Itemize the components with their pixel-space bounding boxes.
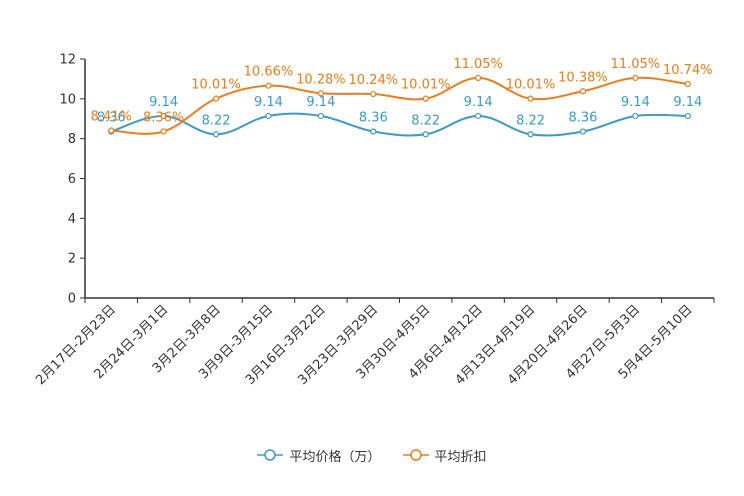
line-chart: 0246810122月17日-2月23日2月24日-3月1日3月2日-3月8日3… <box>33 53 715 388</box>
legend-discount-marker-icon <box>402 449 429 461</box>
discount-data-point[interactable] <box>265 82 272 89</box>
price-data-point[interactable] <box>632 112 639 120</box>
discount-data-point[interactable] <box>527 95 534 102</box>
y-tick-label: 2 <box>68 252 76 267</box>
price-data-label: 9.14 <box>673 95 702 110</box>
y-tick-label: 12 <box>59 53 76 68</box>
price-data-label: 9.14 <box>621 95 650 110</box>
discount-data-label: 10.28% <box>296 72 346 87</box>
price-data-point[interactable] <box>160 112 167 120</box>
y-tick-label: 0 <box>68 292 76 307</box>
price-data-point[interactable] <box>579 128 587 135</box>
y-tick-label: 8 <box>68 132 76 147</box>
price-data-point[interactable] <box>317 112 324 120</box>
discount-series-line <box>111 76 688 135</box>
discount-data-label: 8.41% <box>91 110 132 125</box>
discount-data-point[interactable] <box>475 74 482 82</box>
y-tick-label: 4 <box>68 212 76 227</box>
discount-data-label: 10.01% <box>191 78 241 93</box>
price-data-label: 8.22 <box>202 113 231 128</box>
discount-data-point[interactable] <box>370 90 377 98</box>
price-data-label: 9.14 <box>306 95 335 110</box>
discount-data-label: 11.05% <box>453 57 503 72</box>
price-data-label: 8.36 <box>97 110 126 125</box>
price-data-point[interactable] <box>475 112 482 120</box>
price-data-label: 8.36 <box>568 110 597 125</box>
price-data-point[interactable] <box>370 128 377 135</box>
discount-data-label: 10.01% <box>506 78 556 93</box>
price-data-label: 8.36 <box>359 110 388 125</box>
discount-data-point[interactable] <box>108 127 115 134</box>
price-data-point[interactable] <box>212 131 220 138</box>
discount-data-label: 10.01% <box>401 78 451 93</box>
discount-data-point[interactable] <box>422 95 429 102</box>
legend: 平均价格（万） 平均折扣 <box>0 444 744 466</box>
legend-item-price[interactable]: 平均价格（万） <box>257 446 381 465</box>
discount-data-label: 8.36% <box>143 110 184 125</box>
legend-price-marker-icon <box>257 449 284 461</box>
discount-data-label: 11.05% <box>611 57 661 72</box>
price-data-point[interactable] <box>422 131 429 138</box>
price-data-point[interactable] <box>684 112 691 120</box>
discount-data-label: 10.66% <box>244 65 294 80</box>
discount-data-point[interactable] <box>317 90 324 97</box>
legend-price-label: 平均价格（万） <box>289 449 381 465</box>
price-data-label: 8.22 <box>516 113 545 128</box>
price-data-point[interactable] <box>527 131 534 138</box>
discount-data-point[interactable] <box>579 88 587 95</box>
price-data-point[interactable] <box>265 112 272 120</box>
legend-discount-label: 平均折扣 <box>434 449 487 465</box>
discount-data-point[interactable] <box>632 74 639 82</box>
discount-data-label: 10.38% <box>558 70 608 85</box>
discount-data-point[interactable] <box>212 95 220 102</box>
discount-data-point[interactable] <box>160 128 167 135</box>
discount-data-label: 10.74% <box>663 63 713 78</box>
price-data-label: 9.14 <box>254 95 283 110</box>
y-tick-label: 10 <box>59 92 76 107</box>
price-data-label: 8.22 <box>411 113 440 128</box>
y-tick-label: 6 <box>68 172 76 187</box>
discount-data-label: 10.24% <box>349 73 399 88</box>
legend-item-discount[interactable]: 平均折扣 <box>402 446 487 465</box>
price-data-label: 9.14 <box>464 95 493 110</box>
price-series-line <box>110 112 688 137</box>
discount-data-point[interactable] <box>684 80 691 88</box>
price-data-label: 9.14 <box>149 95 178 110</box>
